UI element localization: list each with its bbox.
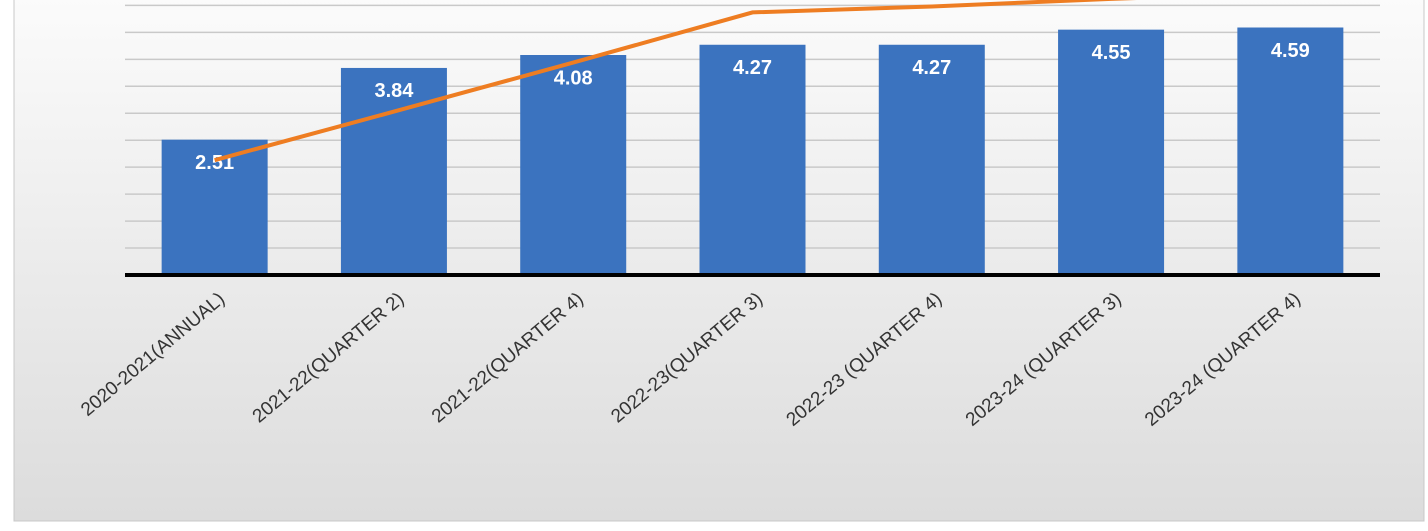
data-label: 4.59 [1271, 40, 1310, 62]
data-label: 4.55 [1092, 42, 1131, 64]
bar [878, 44, 985, 276]
data-label: 4.27 [912, 57, 951, 79]
bar [1237, 27, 1344, 275]
data-label: 3.84 [374, 80, 414, 102]
bar [1058, 29, 1165, 276]
line [214, 0, 1137, 163]
data-label: 4.27 [733, 57, 772, 79]
bar [520, 55, 627, 275]
bar [161, 139, 268, 275]
bar [699, 44, 806, 276]
data-label: 4.08 [554, 67, 593, 89]
